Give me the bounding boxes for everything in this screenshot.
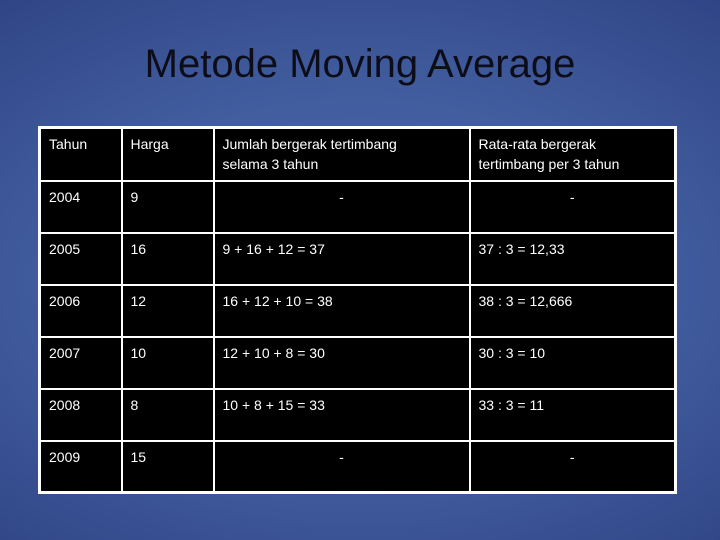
header-cell-harga: Harga — [120, 126, 215, 182]
table-row: 2009 15 - - — [38, 439, 677, 494]
table-cell-average: 38 : 3 = 12,666 — [468, 283, 677, 338]
header-cell-rata-rata: Rata-rata bergerak tertimbang per 3 tahu… — [468, 126, 677, 182]
table-header-row: Tahun Harga Jumlah bergerak tertimbang s… — [38, 126, 677, 182]
table-row: 2005 16 9 + 16 + 12 = 37 37 : 3 = 12,33 — [38, 231, 677, 286]
table-cell-year: 2009 — [38, 439, 123, 494]
table-cell-price: 10 — [120, 335, 215, 390]
table-cell-price: 12 — [120, 283, 215, 338]
header-cell-tahun: Tahun — [38, 126, 123, 182]
table-cell-average: 30 : 3 = 10 — [468, 335, 677, 390]
table-cell-sum: - — [212, 439, 471, 494]
table-cell-price: 15 — [120, 439, 215, 494]
table-cell-sum: 9 + 16 + 12 = 37 — [212, 231, 471, 286]
table-cell-price: 8 — [120, 387, 215, 442]
table-row: 2004 9 - - — [38, 179, 677, 234]
header-cell-jumlah-bergerak: Jumlah bergerak tertimbang selama 3 tahu… — [212, 126, 471, 182]
slide-title: Metode Moving Average — [144, 42, 576, 86]
table-cell-average: - — [468, 179, 677, 234]
table-cell-year: 2008 — [38, 387, 123, 442]
table-cell-price: 16 — [120, 231, 215, 286]
table-cell-sum: 12 + 10 + 8 = 30 — [212, 335, 471, 390]
table-cell-average: - — [468, 439, 677, 494]
moving-average-table: Tahun Harga Jumlah bergerak tertimbang s… — [38, 126, 677, 495]
table-cell-price: 9 — [120, 179, 215, 234]
table-cell-year: 2007 — [38, 335, 123, 390]
table-cell-year: 2006 — [38, 283, 123, 338]
table-row: 2008 8 10 + 8 + 15 = 33 33 : 3 = 11 — [38, 387, 677, 442]
table-cell-average: 37 : 3 = 12,33 — [468, 231, 677, 286]
table-cell-year: 2004 — [38, 179, 123, 234]
table-row: 2006 12 16 + 12 + 10 = 38 38 : 3 = 12,66… — [38, 283, 677, 338]
table-cell-year: 2005 — [38, 231, 123, 286]
table-cell-average: 33 : 3 = 11 — [468, 387, 677, 442]
table-cell-sum: 16 + 12 + 10 = 38 — [212, 283, 471, 338]
table-row: 2007 10 12 + 10 + 8 = 30 30 : 3 = 10 — [38, 335, 677, 390]
table-cell-sum: 10 + 8 + 15 = 33 — [212, 387, 471, 442]
table-cell-sum: - — [212, 179, 471, 234]
